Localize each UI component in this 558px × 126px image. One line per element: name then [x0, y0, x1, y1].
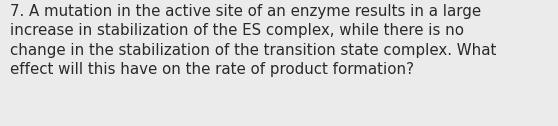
Text: 7. A mutation in the active site of an enzyme results in a large
increase in sta: 7. A mutation in the active site of an e…: [10, 4, 497, 77]
